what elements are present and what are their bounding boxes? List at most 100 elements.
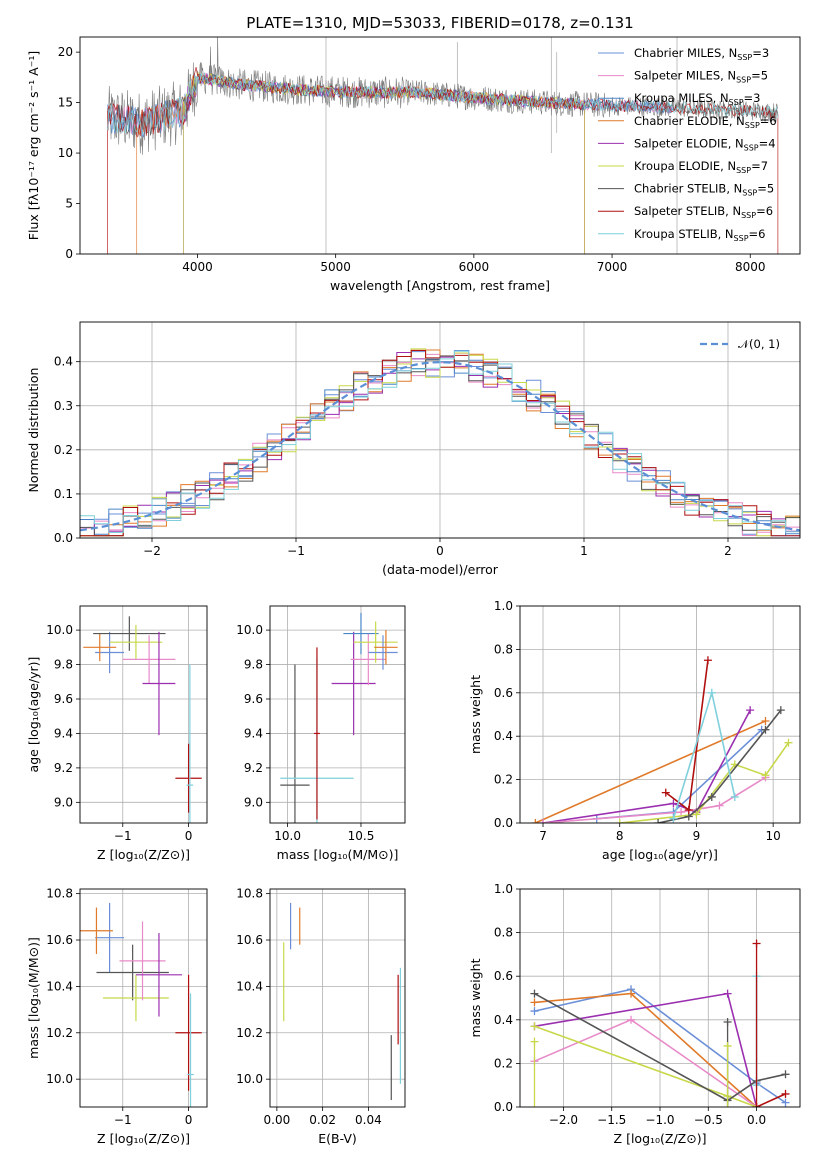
- x-tick-label: 0: [185, 1113, 193, 1127]
- legend-label: Salpeter ELODIE, NSSP=4: [634, 136, 776, 152]
- x-tick-label: 1: [580, 544, 588, 558]
- axes-frame: [269, 605, 406, 824]
- weight-marker: [530, 1022, 539, 1031]
- y-tick-label: 0.0: [494, 1100, 513, 1114]
- y-tick-label: 10.4: [236, 979, 263, 993]
- weight-marker: [746, 706, 755, 715]
- age-vs-metallicity-panel: −1 0 9.0 9.2 9.4 9.6 9.8 10.0 Z [log₁₀(Z/Z⊙)] age…: [26, 605, 208, 862]
- weight-marker: [707, 688, 716, 697]
- weight-line: [534, 992, 758, 1107]
- plot-area: [530, 939, 790, 1107]
- x-tick-label: 5000: [320, 260, 351, 274]
- y-tick-label: 0.4: [494, 729, 513, 743]
- y-tick-label: 9.2: [244, 761, 263, 775]
- x-tick-label: −0.5: [694, 1113, 723, 1127]
- y-tick-label: 10.0: [46, 1072, 73, 1086]
- axes-frame: [519, 605, 801, 824]
- weight-marker: [781, 1089, 790, 1098]
- weight-marker: [530, 1037, 539, 1046]
- x-tick-label: −1: [114, 829, 132, 843]
- weight-line: [534, 1025, 757, 1107]
- spectrum-panel: 4000 5000 6000 7000 8000 0 5 10 15 20 wavelength […: [26, 36, 801, 293]
- legend-label: 𝒩(0, 1): [738, 337, 780, 351]
- legend-label: Chabrier MILES, NSSP=3: [634, 46, 769, 62]
- weight-line: [756, 1093, 786, 1107]
- y-tick-label: 1.0: [494, 882, 513, 896]
- y-tick-label: 0.2: [54, 443, 73, 457]
- weight-vs-metallicity-panel: −2.0 −1.5 −1.0 −0.5 0.0 0.0 0.2 0.4 0.6 0.8 1.0 Z […: [468, 882, 801, 1146]
- gaussian-curve: [80, 360, 800, 532]
- weight-line: [672, 689, 736, 819]
- weight-marker: [784, 738, 793, 747]
- y-tick-label: 10.0: [46, 623, 73, 637]
- mass-vs-ebv-panel: 0.00 0.02 0.04 10.0 10.2 10.4 10.6 10.8 E(B-V): [236, 887, 406, 1146]
- x-tick-label: 7000: [597, 260, 628, 274]
- y-tick-label: 0.4: [54, 355, 73, 369]
- weight-marker: [615, 819, 624, 823]
- y-tick-label: 9.8: [244, 658, 263, 672]
- y-tick-label: 10.2: [236, 1026, 263, 1040]
- legend-label: Salpeter MILES, NSSP=5: [634, 69, 768, 85]
- x-tick-label: −1: [114, 1113, 132, 1127]
- plot-area: [280, 612, 398, 823]
- y-tick-label: 9.2: [54, 761, 73, 775]
- weight-marker: [761, 717, 770, 726]
- x-tick-label: 10.5: [348, 829, 375, 843]
- y-axis-label: Normed distribution: [26, 368, 41, 493]
- weight-line: [534, 720, 766, 823]
- weight-marker: [627, 1015, 636, 1024]
- y-tick-label: 15: [58, 96, 73, 110]
- y-tick-label: 9.0: [54, 795, 73, 809]
- x-axis-label: mass [log₁₀(M/M⊙)]: [277, 847, 399, 862]
- plot-area: [80, 348, 800, 537]
- weight-marker: [730, 792, 739, 801]
- plot-area: [83, 616, 202, 823]
- axes-frame: [269, 888, 406, 1108]
- y-tick-label: 9.4: [244, 726, 263, 740]
- y-axis-label: mass weight: [468, 675, 483, 754]
- model-spectrum-line: [107, 72, 779, 136]
- weight-marker: [776, 706, 785, 715]
- y-tick-label: 0.1: [54, 487, 73, 501]
- weight-marker: [723, 1041, 732, 1050]
- x-axis-label: age [log₁₀(age/yr)]: [602, 847, 718, 862]
- y-tick-label: 5: [65, 197, 73, 211]
- axes-frame: [79, 605, 208, 824]
- weight-vs-age-panel: 7 8 9 10 0.0 0.2 0.4 0.6 0.8 1.0 age [log₁₀(age/yr…: [468, 599, 801, 862]
- y-tick-label: 0: [65, 247, 73, 261]
- age-vs-mass-panel: 10.0 10.5 9.0 9.2 9.4 9.6 9.8 10.0 mass [log₁₀(M…: [236, 605, 406, 862]
- weight-marker: [677, 808, 686, 817]
- weight-marker: [752, 939, 761, 948]
- axes-frame: [79, 36, 801, 255]
- plot-area: [107, 37, 779, 254]
- weight-marker: [703, 656, 712, 665]
- y-tick-label: 10.2: [46, 1026, 73, 1040]
- y-tick-label: 10.6: [46, 933, 73, 947]
- y-tick-label: 10.8: [46, 887, 73, 901]
- x-tick-label: 0.04: [355, 1113, 382, 1127]
- x-axis-label: wavelength [Angstrom, rest frame]: [330, 278, 550, 293]
- weight-marker: [531, 819, 540, 823]
- weight-marker: [707, 792, 716, 801]
- y-tick-label: 10.6: [236, 933, 263, 947]
- y-axis-label: mass [log₁₀(M/M⊙)]: [26, 937, 41, 1059]
- weight-marker: [669, 799, 678, 808]
- x-tick-label: 9: [693, 829, 701, 843]
- x-axis-label: Z [log₁₀(Z/Z⊙)]: [614, 1131, 707, 1146]
- y-tick-label: 0.2: [494, 773, 513, 787]
- x-tick-label: 8: [616, 829, 624, 843]
- x-tick-label: −1.5: [597, 1113, 626, 1127]
- y-tick-label: 0.6: [494, 969, 513, 983]
- legend-label: Kroupa STELIB, NSSP=6: [634, 227, 765, 243]
- x-tick-label: 0: [185, 829, 193, 843]
- x-tick-label: 8000: [735, 260, 766, 274]
- weight-marker: [723, 1017, 732, 1026]
- y-tick-label: 0.6: [494, 686, 513, 700]
- weight-line: [534, 988, 786, 1104]
- x-tick-label: 10: [766, 829, 781, 843]
- weight-marker: [684, 805, 693, 814]
- weight-marker: [627, 989, 636, 998]
- weight-marker: [761, 725, 770, 734]
- legend-label: Salpeter STELIB, NSSP=6: [634, 204, 773, 220]
